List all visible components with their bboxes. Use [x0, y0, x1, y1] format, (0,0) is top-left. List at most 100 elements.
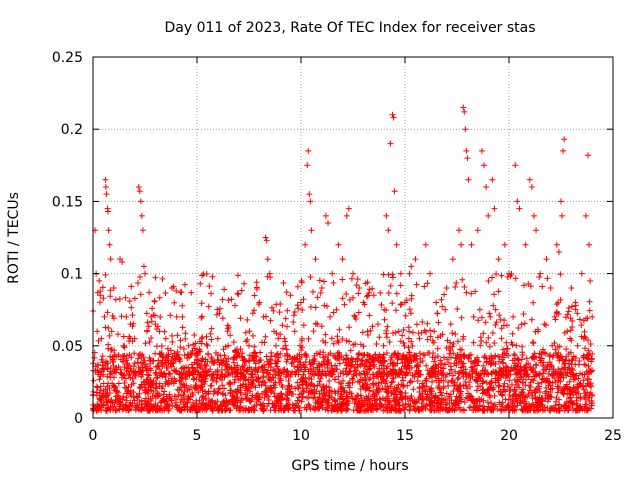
mid-point [442, 306, 449, 313]
x-tick-label: 25 [604, 428, 622, 444]
data-point [551, 313, 558, 320]
band-point [449, 377, 456, 384]
data-point [239, 357, 246, 364]
mid-point [356, 370, 363, 377]
mid-point [219, 296, 226, 303]
mid-point [499, 356, 506, 363]
band-point [454, 375, 461, 382]
mid-point [498, 272, 505, 279]
mid-point [129, 312, 136, 319]
mid-point [350, 341, 357, 348]
mid-point [392, 362, 399, 369]
mid-point [159, 363, 166, 370]
mid-point [176, 371, 183, 378]
mid-point [340, 356, 347, 363]
mid-point [529, 339, 536, 346]
band-point [339, 384, 346, 391]
band-point [461, 399, 468, 406]
mid-point [97, 299, 104, 306]
mid-point [418, 329, 425, 336]
mid-point [347, 347, 354, 354]
data-point [461, 108, 468, 115]
mid-point [313, 350, 320, 357]
mid-point [205, 368, 212, 375]
band-point [397, 407, 404, 414]
band-point [331, 388, 338, 395]
band-point [169, 375, 176, 382]
mid-point [128, 354, 135, 361]
mid-point [434, 310, 441, 317]
band-point [316, 390, 323, 397]
band-point [383, 404, 390, 411]
mid-point [255, 365, 262, 372]
band-point [501, 380, 508, 387]
mid-point [268, 304, 275, 311]
data-point [431, 328, 438, 335]
mid-point [169, 332, 176, 339]
data-point [426, 270, 433, 277]
band-point [445, 360, 452, 367]
mid-point [241, 362, 248, 369]
data-point [107, 256, 114, 263]
mid-point [167, 312, 174, 319]
mid-point [390, 274, 397, 281]
data-point [97, 292, 104, 299]
band-point [320, 354, 327, 361]
mid-point [392, 329, 399, 336]
mid-point [370, 355, 377, 362]
mid-point [475, 317, 482, 324]
data-point [561, 136, 568, 143]
mid-point [126, 333, 133, 340]
mid-point [330, 309, 337, 316]
band-point [324, 405, 331, 412]
band-point [152, 394, 159, 401]
band-point [219, 382, 226, 389]
data-point [312, 256, 319, 263]
band-point [325, 351, 332, 358]
band-point [229, 393, 236, 400]
mid-point [255, 358, 262, 365]
band-point [209, 377, 216, 384]
band-point [463, 394, 470, 401]
mid-point [467, 351, 474, 358]
band-point [479, 387, 486, 394]
band-point [366, 387, 373, 394]
band-point [557, 374, 564, 381]
band-point [389, 378, 396, 385]
band-point [391, 397, 398, 404]
data-point [406, 328, 413, 335]
band-point [202, 388, 209, 395]
mid-point [282, 315, 289, 322]
band-point [237, 382, 244, 389]
mid-point [111, 351, 118, 358]
band-point [419, 396, 426, 403]
band-point [137, 384, 144, 391]
mid-point [105, 345, 112, 352]
band-point [301, 378, 308, 385]
mid-point [393, 290, 400, 297]
y-tick-label: 0.1 [61, 267, 83, 283]
band-point [199, 365, 206, 372]
data-point [383, 212, 390, 219]
mid-point [127, 365, 134, 372]
mid-point [244, 336, 251, 343]
band-point [116, 405, 123, 412]
mid-point [364, 292, 371, 299]
mid-point [373, 371, 380, 378]
band-point [483, 358, 490, 365]
band-point [517, 395, 524, 402]
mid-point [424, 320, 431, 327]
mid-point [429, 354, 436, 361]
mid-point [435, 319, 442, 326]
mid-point [580, 354, 587, 361]
data-point [101, 313, 108, 320]
mid-point [249, 353, 256, 360]
band-point [417, 355, 424, 362]
mid-point [181, 281, 188, 288]
band-point [217, 402, 224, 409]
mid-point [574, 310, 581, 317]
band-point [192, 403, 199, 410]
mid-point [322, 371, 329, 378]
data-point [352, 313, 359, 320]
